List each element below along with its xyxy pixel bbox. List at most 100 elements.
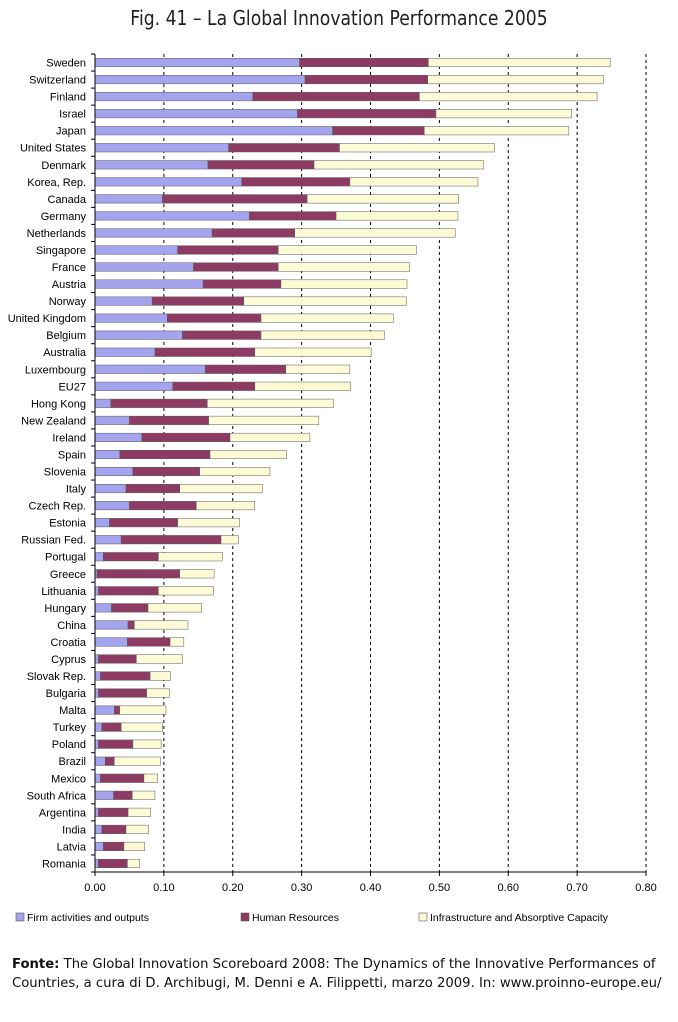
category-label: Germany	[41, 211, 87, 223]
bar-segment	[94, 143, 229, 153]
bar-segment	[141, 432, 231, 442]
bar-segment	[297, 109, 437, 119]
bar-segment	[103, 552, 159, 562]
bar-segment	[277, 262, 411, 272]
bar-segment	[158, 552, 223, 562]
bar-segment	[94, 449, 121, 459]
category-label: Greece	[50, 569, 86, 581]
bar-segment	[127, 620, 135, 630]
bar-segment	[125, 484, 180, 494]
bar-segment	[131, 790, 156, 800]
bar-segment	[98, 807, 129, 817]
category-label: Ireland	[52, 432, 86, 444]
bar-segment	[280, 279, 408, 289]
bar-segment	[94, 586, 99, 596]
bar-segment	[94, 75, 306, 85]
bar-segment	[110, 398, 208, 408]
bar-segment	[177, 518, 240, 528]
category-label: Latvia	[57, 841, 87, 853]
bar-segment	[304, 75, 428, 85]
bar-segment	[94, 773, 101, 783]
bar-segment	[94, 620, 129, 630]
bar-segment	[254, 347, 372, 357]
x-tick-label: 0.20	[222, 882, 243, 894]
bar-segment	[94, 58, 300, 68]
category-label: France	[52, 262, 86, 274]
legend-swatch	[15, 912, 25, 922]
bar-segment	[94, 790, 114, 800]
bar-segment	[96, 569, 180, 579]
category-label: Australia	[43, 347, 87, 359]
bar-segment	[149, 671, 172, 681]
bar-segment	[98, 688, 147, 698]
bar-segment	[94, 109, 298, 119]
x-tick-label: 0.50	[429, 882, 450, 894]
category-label: United Kingdom	[8, 313, 86, 325]
bar-segment	[158, 586, 214, 596]
bar-segment	[94, 177, 242, 187]
legend-swatch	[240, 912, 250, 922]
legend-label: Firm activities and outputs	[27, 912, 149, 924]
category-label: Portugal	[45, 552, 86, 564]
category-label: Lithuania	[41, 586, 87, 598]
bar-segment	[339, 143, 495, 153]
bar-segment	[123, 841, 145, 851]
bar-segment	[94, 858, 99, 868]
category-label: Luxembourg	[25, 364, 86, 376]
bar-segment	[94, 688, 99, 698]
bar-segment	[119, 705, 167, 715]
bar-segment	[94, 705, 115, 715]
bar-segment	[94, 518, 110, 528]
bar-segment	[98, 654, 137, 664]
bar-segment	[94, 722, 103, 732]
category-label: EU27	[58, 381, 86, 393]
bar-segment	[193, 262, 279, 272]
category-label: South Africa	[27, 790, 87, 802]
bar-segment	[125, 824, 149, 834]
bar-segment	[428, 58, 611, 68]
bar-segment	[146, 688, 170, 698]
bar-segment	[94, 654, 99, 664]
bar-segment	[101, 722, 122, 732]
category-label: Belgium	[46, 330, 86, 342]
x-tick-label: 0.10	[153, 882, 174, 894]
bar-segment	[154, 347, 256, 357]
source-caption: Fonte: The Global Innovation Scoreboard …	[12, 955, 672, 993]
bar-segment	[94, 415, 130, 425]
bar-segment	[129, 501, 197, 511]
bar-segment	[167, 313, 262, 323]
bar-segment	[94, 398, 112, 408]
bar-segment	[349, 177, 479, 187]
bar-segment	[94, 467, 134, 477]
bar-segment	[151, 296, 245, 306]
bar-segment	[94, 228, 213, 238]
bar-segment	[249, 211, 337, 221]
category-label: Czech Rep.	[29, 501, 86, 513]
bar-segment	[195, 501, 256, 511]
bar-segment	[132, 467, 200, 477]
category-label: Poland	[52, 739, 86, 751]
category-label: Slovenia	[44, 467, 87, 479]
bar-segment	[94, 841, 104, 851]
bar-segment	[129, 415, 209, 425]
category-label: Malta	[59, 705, 87, 717]
bar-segment	[94, 807, 99, 817]
bar-segment	[435, 109, 572, 119]
bar-segment	[120, 722, 163, 732]
bar-segment	[94, 739, 99, 749]
bar-segment	[294, 228, 456, 238]
category-label: Italy	[66, 484, 87, 496]
bar-segment	[179, 484, 263, 494]
category-label: Korea, Rep.	[27, 177, 86, 189]
bar-segment	[98, 586, 159, 596]
category-label: Romania	[42, 858, 87, 870]
bar-segment	[220, 535, 239, 545]
bar-segment	[423, 126, 570, 136]
bar-segment	[313, 160, 484, 170]
category-label: Singapore	[36, 245, 86, 257]
bar-segment	[254, 381, 351, 391]
category-label: Norway	[49, 296, 87, 308]
bar-segment	[243, 296, 407, 306]
bar-segment	[94, 347, 156, 357]
bar-segment	[427, 75, 604, 85]
